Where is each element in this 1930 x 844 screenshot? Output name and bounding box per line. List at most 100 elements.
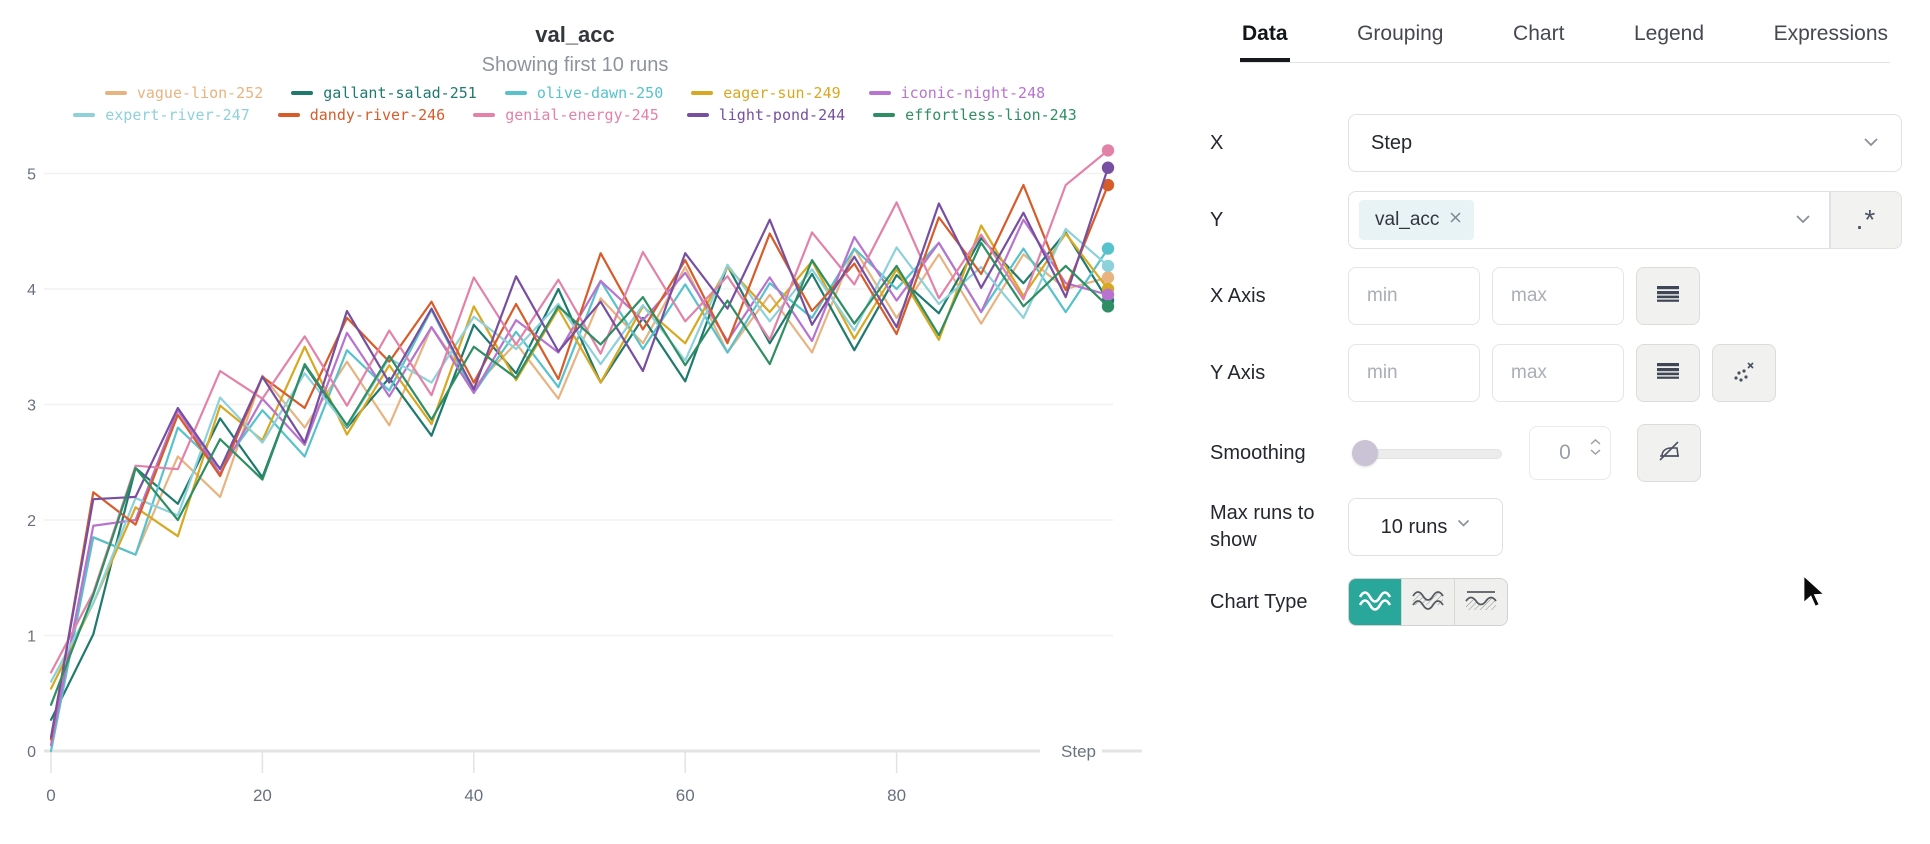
smoothing-value-input[interactable]: 0 [1529,426,1611,480]
legend-swatch [73,113,96,117]
series-line-expert-river-247 [49,227,1110,683]
tab-expressions[interactable]: Expressions [1773,22,1888,45]
x-tick-label: 60 [676,786,695,805]
x-field-row: X Step [1210,114,1902,172]
legend-item[interactable]: iconic-night-248 [868,84,1046,102]
chart-panel: val_acc Showing first 10 runs vague-lion… [15,22,1142,805]
legend-item[interactable]: olive-dawn-250 [504,84,664,102]
x-select-value: Step [1371,131,1413,154]
minmax-plot-icon [1463,587,1499,618]
legend-item[interactable]: dandy-river-246 [277,106,446,124]
chart-type-minmax-button[interactable] [1455,579,1507,625]
legend-item[interactable]: expert-river-247 [73,106,250,124]
slider-handle[interactable] [1352,440,1378,466]
legend-run-name: olive-dawn-250 [536,84,664,102]
chart-type-line-button[interactable] [1349,579,1402,625]
x-tick-label: 40 [464,786,483,805]
legend-item[interactable]: eager-sun-249 [691,84,841,102]
legend-item[interactable]: vague-lion-252 [104,84,264,102]
x-axis-min-input[interactable] [1348,267,1480,325]
chevron-down-icon [1863,134,1879,152]
legend-run-name: eager-sun-249 [723,84,841,102]
legend-swatch [104,91,127,95]
val-acc-plot: 0 1 2 3 4 5 Step 0 20 40 60 80 [27,144,1142,805]
y-tick-label: 1 [27,629,36,646]
tab-chart[interactable]: Chart [1513,22,1565,45]
y-tick-label: 4 [27,282,36,299]
x-field-label: X [1210,131,1224,154]
legend-swatch [277,113,300,117]
legend-swatch [291,91,314,95]
outliers-icon [1731,359,1757,388]
y-field-row: Y val_acc .* [1210,191,1902,249]
chart-type-label: Chart Type [1210,590,1308,613]
series-line-eager-sun-249 [49,224,1110,690]
chart-legend: vague-lion-252 gallant-salad-251 olive-daw… [15,84,1135,124]
legend-run-name: iconic-night-248 [900,84,1046,102]
x-tick-label: 80 [887,786,906,805]
series-endpoint-iconic-night-248 [1101,288,1115,301]
y-field-label: Y [1210,208,1224,231]
regex-toggle-button[interactable]: .* [1830,191,1902,249]
tab-legend[interactable]: Legend [1633,22,1705,45]
y-axis-min-input[interactable] [1348,344,1480,402]
chart-title: val_acc [535,22,615,47]
y-tick-label: 3 [27,398,36,415]
remove-metric-icon[interactable] [1449,211,1462,229]
series-endpoint-effortless-lion-243 [1101,300,1115,313]
spinner-control[interactable] [1590,439,1601,455]
legend-swatch [873,113,896,117]
series-line-effortless-lion-243 [49,241,1110,706]
series-line-gallant-salad-251 [49,231,1110,721]
legend-item[interactable]: effortless-lion-243 [873,106,1077,124]
series-endpoint-olive-dawn-250 [1101,242,1115,255]
chevron-down-icon [1795,211,1811,229]
y-metric-tag[interactable]: val_acc [1359,200,1475,240]
x-axis-max-input[interactable] [1492,267,1624,325]
legend-item[interactable]: genial-energy-245 [473,106,659,124]
y-log-scale-button[interactable] [1636,344,1700,402]
x-log-scale-button[interactable] [1636,267,1700,325]
log-scale-icon [1656,284,1680,309]
legend-item[interactable]: gallant-salad-251 [291,84,477,102]
chart-type-row: Chart Type [1210,578,1508,626]
legend-run-name: expert-river-247 [105,106,250,124]
series-endpoint-genial-energy-245 [1101,144,1115,157]
chart-type-group [1348,578,1508,626]
y-tick-label: 5 [27,167,36,184]
legend-swatch [691,91,714,95]
max-runs-select[interactable]: 10 runs [1348,498,1503,556]
legend-item[interactable]: light-pond-244 [686,106,845,124]
smoothing-slider[interactable] [1352,440,1502,466]
panel-tabs: Data Grouping Chart Legend Expressions [1240,22,1890,63]
edit-panel: Data Grouping Chart Legend Expressions X Ste… [1210,0,1910,844]
series-line-iconic-night-248 [49,218,1110,747]
y-axis-row: Y Axis [1210,344,1776,402]
ignore-outliers-button[interactable] [1712,344,1776,402]
legend-swatch [686,113,709,117]
tab-grouping[interactable]: Grouping [1357,22,1444,45]
series-endpoint-light-pond-244 [1101,161,1115,174]
series-line-genial-energy-245 [49,149,1110,674]
max-runs-row: Max runs to show 10 runs [1210,498,1503,556]
line-plot-icon [1357,587,1393,618]
x-select[interactable]: Step [1348,114,1902,172]
smoothing-type-button[interactable] [1637,424,1701,482]
smoothing-label: Smoothing [1210,441,1306,464]
max-runs-value: 10 runs [1380,515,1448,538]
chart-subtitle: Showing first 10 runs [481,54,669,76]
chart-type-area-button[interactable] [1402,579,1455,625]
tab-data[interactable]: Data [1240,22,1290,62]
legend-run-name: vague-lion-252 [136,84,264,102]
legend-swatch [473,113,496,117]
y-select[interactable]: val_acc [1348,191,1830,249]
x-axis-title: Step [1061,742,1096,761]
x-tick-label: 0 [46,786,55,805]
no-smoothing-icon [1656,439,1682,468]
max-runs-label: Max runs to show [1210,502,1315,551]
legend-run-name: dandy-river-246 [309,106,446,124]
y-axis-max-input[interactable] [1492,344,1624,402]
series-endpoint-dandy-river-246 [1101,178,1115,192]
legend-swatch [868,91,891,95]
